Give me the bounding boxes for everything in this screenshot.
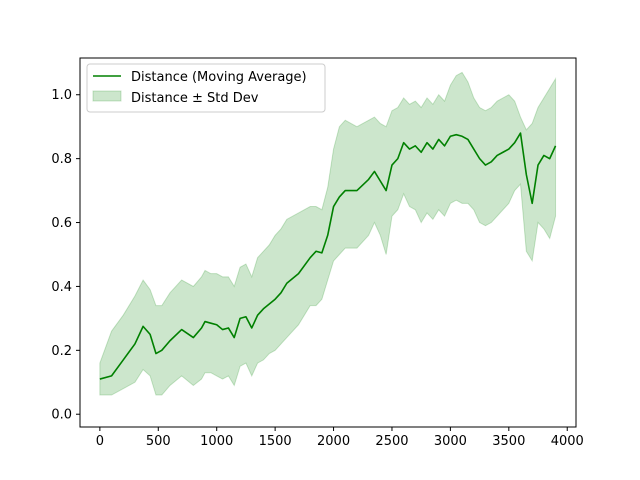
axes: 0 500 1000 1500 2000 2500 3000 3500 4000 0.0 0.2 0.… — [51, 57, 584, 449]
legend: Distance (Moving Average) Distance ± Std… — [86, 63, 326, 113]
x-tick-label: 1500 — [259, 434, 292, 449]
y-tick-label: 1.0 — [51, 88, 72, 103]
legend-label-band: Distance ± Std Dev — [131, 91, 259, 106]
legend-label-line: Distance (Moving Average) — [131, 70, 307, 85]
y-tick-label: 0.0 — [51, 408, 72, 423]
moving-average-line — [99, 132, 557, 380]
legend-box — [86, 63, 326, 113]
y-tick-label: 0.8 — [51, 152, 72, 167]
y-tick-label: 0.6 — [51, 216, 72, 231]
x-tick-label: 3000 — [434, 434, 467, 449]
y-tick-label: 0.2 — [51, 344, 72, 359]
x-tick-label: 2500 — [375, 434, 408, 449]
legend-band-swatch — [92, 90, 122, 102]
x-tick-label: 0 — [96, 434, 104, 449]
x-tick-label: 4000 — [551, 434, 584, 449]
x-tick-label: 500 — [146, 434, 171, 449]
x-tick-label: 1000 — [200, 434, 233, 449]
y-tick-label: 0.4 — [51, 280, 72, 295]
x-tick-label: 3500 — [492, 434, 525, 449]
axes-frame — [79, 57, 577, 428]
x-tick-label: 2000 — [317, 434, 350, 449]
plot-area — [99, 71, 557, 396]
